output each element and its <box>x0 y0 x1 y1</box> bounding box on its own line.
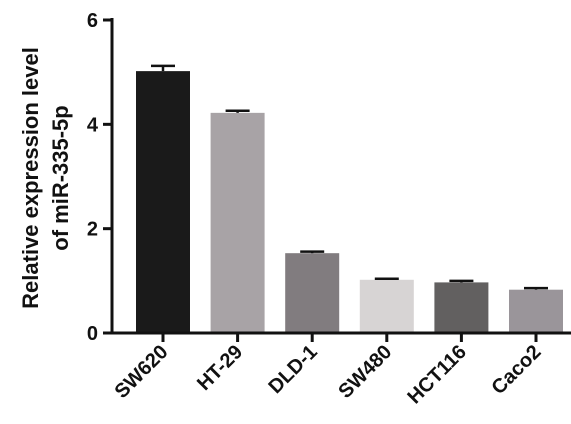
bar-sw480 <box>359 279 414 333</box>
y-axis-title: Relative expression level of miR-335-5p <box>18 47 73 309</box>
bar-hct116 <box>434 282 489 333</box>
y-axis-title-line-2: of miR-335-5p <box>48 105 73 250</box>
y-tick-label-0: 0 <box>87 323 98 345</box>
y-tick-label-6: 6 <box>87 10 98 32</box>
bar-dld-1 <box>285 253 340 333</box>
bar-ht-29 <box>210 112 265 334</box>
bar-caco2 <box>509 289 563 333</box>
x-tick-label-ht-29: HT-29 <box>193 341 247 395</box>
x-tick-label-sw620: SW620 <box>111 341 173 403</box>
y-tick-label-4: 4 <box>87 114 99 136</box>
x-tick-label-hct116: HCT116 <box>403 341 470 408</box>
y-tick-label-2: 2 <box>87 219 98 241</box>
bar-sw620 <box>136 71 190 333</box>
y-axis-title-line-1: Relative expression level <box>18 47 43 309</box>
plot-area: 0 2 4 6 SW620 HT-29 DLD-1 SW480 HCT116 Caco2 <box>87 10 571 408</box>
x-tick-label-sw480: SW480 <box>334 341 396 403</box>
x-tick-label-dld-1: DLD-1 <box>265 341 322 398</box>
x-tick-label-caco2: Caco2 <box>488 341 546 399</box>
